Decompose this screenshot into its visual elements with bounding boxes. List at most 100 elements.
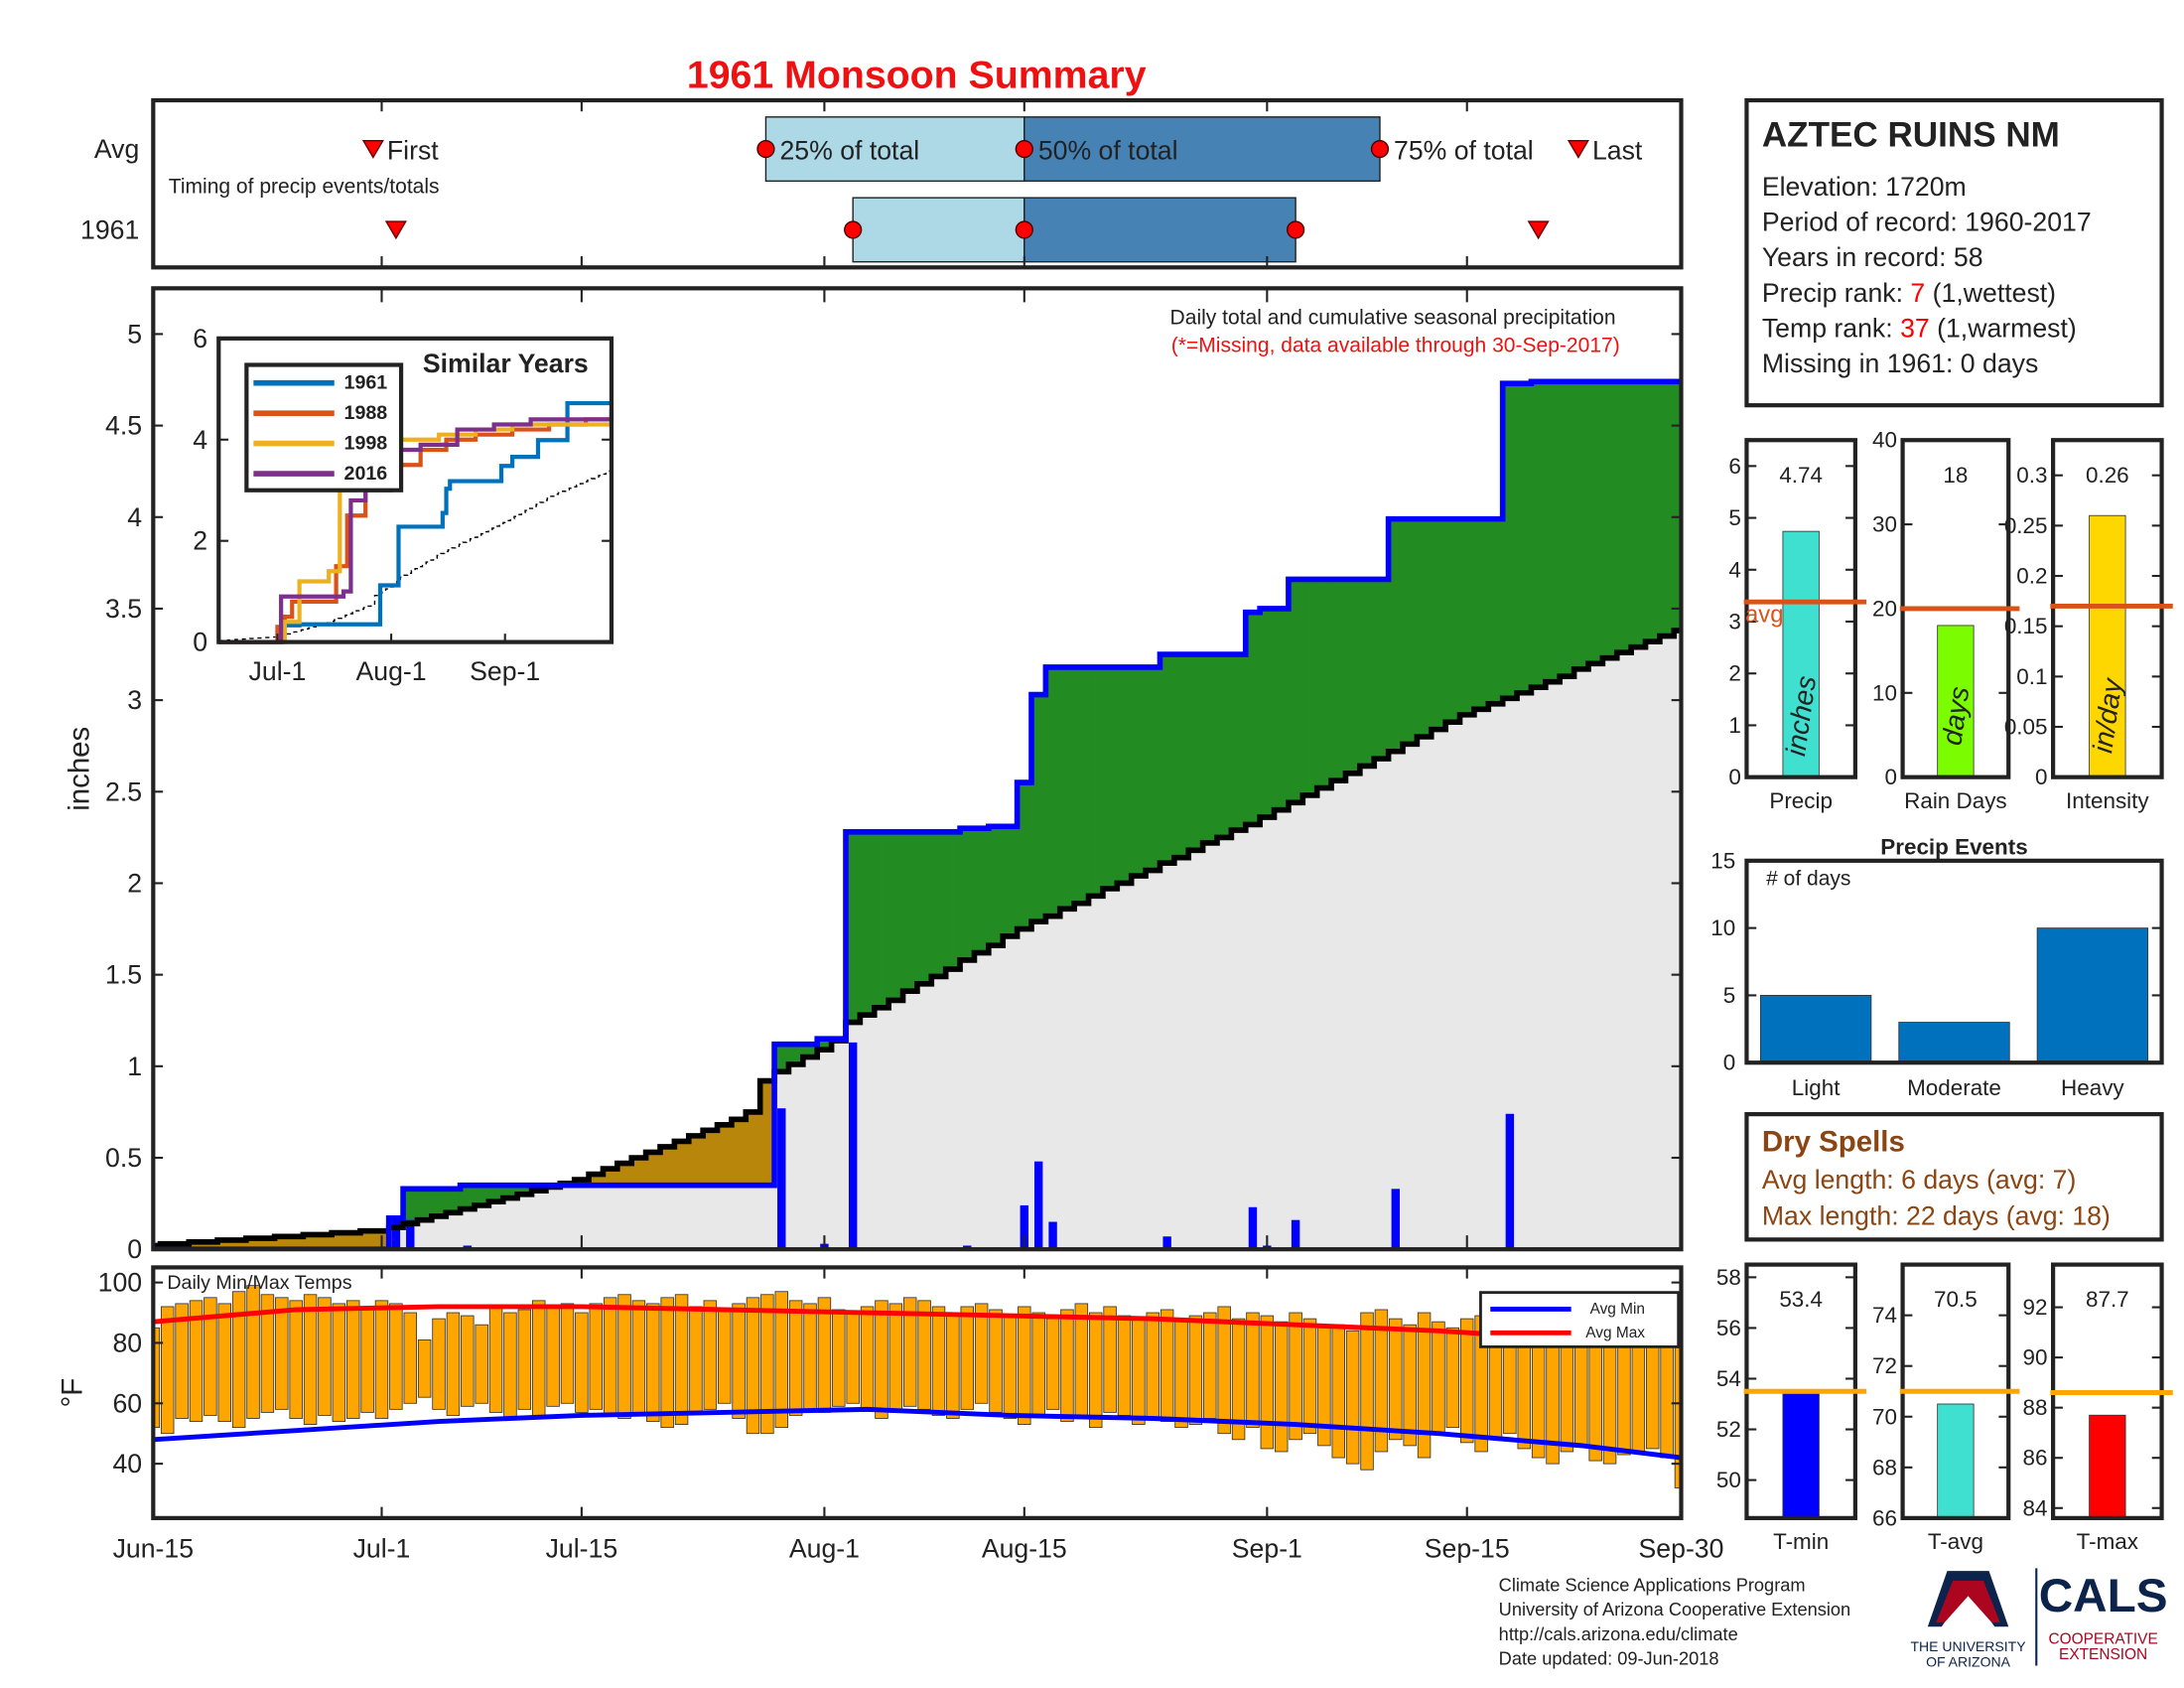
departure-area [1173,654,1189,858]
base-area [1560,676,1575,1250]
temp-bar [1302,1318,1317,1435]
base-area [1017,928,1032,1250]
base-area [1102,889,1118,1250]
base-area [560,1185,576,1250]
departure-area [231,1239,247,1250]
university-name: THE UNIVERSITY [1910,1638,2026,1654]
temp-bar [403,1312,417,1404]
y-tick-label: 0 [1728,765,1740,789]
temp-bar [1031,1312,1045,1416]
departure-area [888,831,904,1001]
departure-area [1645,381,1661,642]
base-area [1288,802,1303,1250]
departure-area [332,1232,347,1250]
y-tick-label: 54 [1716,1366,1741,1391]
base-area [888,1000,904,1250]
x-tick-label: Heavy [2061,1075,2124,1100]
university-name: OF ARIZONA [1926,1653,2011,1669]
departure-area [945,831,961,970]
temp-bar [332,1303,346,1422]
y-tick-label: 1.5 [105,960,142,990]
temp-bar [432,1318,446,1410]
y-tick-label: 58 [1716,1265,1741,1290]
base-area [1374,759,1390,1250]
y-tick-label: 50 [1716,1468,1741,1492]
departure-area [1231,654,1247,831]
temp-bar [1060,1309,1074,1422]
base-area [1445,722,1461,1250]
ua-logo [1927,1568,2038,1666]
x-tick-label: Jul-1 [353,1534,411,1564]
temp-bar [1188,1315,1203,1426]
y-tick-label: 0 [127,1234,142,1264]
departure-area [1274,608,1290,810]
temp-plot [153,1285,1682,1488]
base-area [731,1185,747,1250]
info-label: Temp rank: [1762,313,1900,343]
departure-area [874,831,889,1008]
daily-precip-bar [391,1217,401,1250]
y-tick-label: 10 [1872,680,1897,705]
base-area [1245,824,1261,1250]
y-tick-label: 0 [2035,765,2047,789]
y-tick-label: 3.5 [105,594,142,624]
precip-title: Daily total and cumulative seasonal prec… [1170,306,1616,329]
departure-area [759,1080,775,1186]
info-rank: 37 [1900,313,1930,343]
temp-bar [617,1294,631,1419]
footer-line: http://cals.arizona.edu/climate [1499,1623,1738,1644]
temp-bar [1246,1312,1260,1429]
timing-note: Timing of precip events/totals [169,175,440,198]
departure-area [1160,654,1175,864]
temp-bar [1674,1342,1682,1488]
base-area [1502,698,1518,1250]
departure-area [1003,826,1019,936]
departure-area [1146,666,1161,871]
departure-area [1445,518,1461,723]
base-area [746,1185,761,1250]
temp-title: Daily Min/Max Temps [167,1272,351,1294]
temp-bar [1445,1327,1460,1429]
page-title: 1961 Monsoon Summary [687,54,1147,97]
temp-bar [488,1306,503,1413]
timing-frame [151,97,1684,270]
stat-label: Rain Days [1904,788,2007,813]
y-tick-label: 74 [1872,1303,1897,1328]
temp-bar [917,1300,931,1410]
departure-area [288,1236,304,1250]
temp-bar [846,1312,860,1404]
departure-area [589,1174,605,1186]
temp-bar [517,1309,532,1410]
avg-temp-line [153,1406,1682,1461]
departure-area [1331,579,1347,781]
event-bar [1898,1022,2010,1063]
daily-precip-bar [1505,1113,1515,1250]
temp-bar [689,1306,703,1413]
departure-area [631,1157,647,1186]
departure-area [916,831,932,984]
y-tick-label: 92 [2023,1295,2048,1320]
departure-area [1045,666,1061,916]
departure-area [860,831,876,1016]
temp-bar [1274,1321,1289,1453]
info-line: Precip rank: 7 (1,wettest) [1762,278,2056,308]
temp-bar [1389,1318,1403,1441]
temp-bar [1602,1327,1617,1465]
temp-bar [1260,1315,1275,1450]
temp-legend [1479,1291,1681,1348]
base-area [974,952,990,1250]
y-tick-label: 1 [127,1052,142,1081]
departure-area [1545,381,1561,682]
temp-bar [1417,1312,1432,1459]
temp-bar [475,1324,488,1404]
base-area [1431,729,1446,1250]
temp-bar [1203,1312,1217,1419]
temp-bar [318,1297,332,1416]
extension-name: EXTENSION [2059,1646,2147,1663]
y-tick-label: 2 [127,868,142,898]
legend-label: 2016 [344,463,388,485]
precip-subtitle: (*=Missing, data available through 30-Se… [1171,334,1620,356]
stat-value: 18 [1943,463,1968,488]
base-area [931,976,947,1250]
